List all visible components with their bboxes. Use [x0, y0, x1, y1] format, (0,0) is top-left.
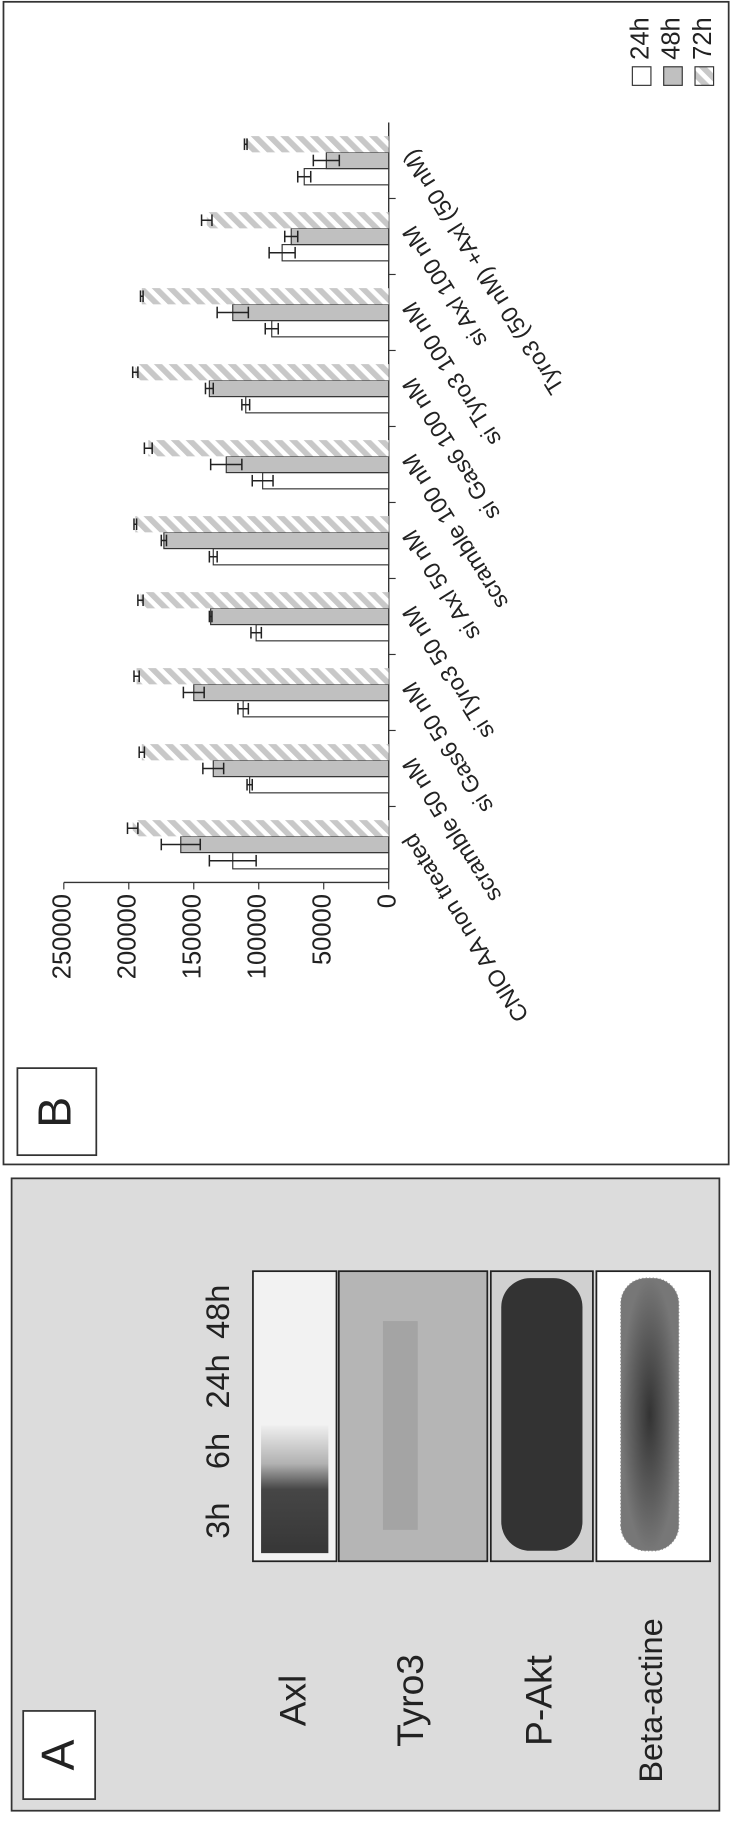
lane-label: 6h	[200, 1433, 236, 1469]
panel-label-box	[22, 1710, 97, 1800]
error-bar	[143, 442, 153, 455]
error-bar	[138, 746, 146, 759]
bar	[180, 835, 390, 854]
y-tick-label: 200000	[114, 894, 142, 979]
legend-swatch	[631, 66, 652, 86]
bar	[140, 592, 389, 609]
error-bar	[296, 170, 312, 183]
bar	[208, 379, 390, 398]
y-tick-label: 150000	[179, 894, 207, 979]
y-tick-label: 100000	[243, 894, 271, 979]
error-bar	[200, 214, 213, 227]
error-bar	[139, 290, 144, 303]
bar	[245, 136, 389, 153]
bar	[136, 668, 389, 685]
error-bar	[133, 518, 138, 531]
bar	[135, 364, 389, 381]
error-bar	[283, 230, 299, 243]
panel-label-box	[16, 1067, 98, 1157]
error-bar	[182, 686, 205, 699]
blots	[252, 1270, 711, 1563]
blot-band	[501, 1278, 583, 1551]
y-tick-label: 0	[373, 894, 401, 908]
bar	[225, 455, 390, 474]
error-bar	[241, 398, 251, 411]
error-bar	[216, 306, 250, 319]
bar	[232, 303, 390, 322]
blot-band	[261, 1425, 329, 1554]
error-bar	[137, 594, 144, 607]
error-bar	[268, 246, 296, 259]
bar	[242, 700, 390, 718]
bar	[193, 683, 390, 702]
error-bar	[208, 550, 218, 563]
bar	[262, 472, 390, 490]
legend-swatch	[663, 66, 683, 86]
error-bar	[246, 778, 254, 791]
row-label: Beta-actine	[633, 1618, 669, 1782]
legend-swatch	[694, 66, 715, 86]
bar	[245, 396, 390, 414]
bar	[281, 244, 390, 262]
error-bar	[243, 138, 248, 151]
error-bar	[160, 534, 168, 547]
error-bar	[250, 626, 263, 639]
legend-label: 24h	[626, 17, 654, 60]
error-bar	[264, 322, 279, 335]
bar	[303, 168, 390, 186]
bar	[141, 744, 389, 761]
bar	[290, 227, 390, 246]
error-bar	[160, 838, 202, 851]
bar	[212, 759, 390, 778]
row-label: Axl	[272, 1675, 314, 1727]
row-label: P-Akt	[518, 1654, 560, 1745]
row-label: Tyro3	[389, 1654, 431, 1747]
blot-band	[620, 1277, 680, 1552]
panel-a-labels: 3h 6h 24h 48h Axl Tyro3 P-Akt Beta-actine	[200, 1285, 669, 1783]
lane-label: 24h	[200, 1354, 236, 1408]
bar	[148, 440, 389, 457]
bar	[135, 516, 389, 533]
panel-label: B	[28, 1097, 80, 1128]
bar	[163, 531, 390, 550]
error-bar	[208, 610, 213, 623]
bar	[271, 320, 390, 338]
bar	[249, 776, 390, 794]
error-bar	[131, 366, 139, 379]
legend-label: 72h	[689, 17, 717, 60]
error-bar	[126, 822, 139, 835]
error-bar	[204, 382, 215, 395]
error-bar	[202, 762, 225, 775]
y-tick-label: 50000	[308, 894, 336, 965]
bar	[212, 548, 390, 566]
error-bar	[133, 670, 140, 683]
panel-label: A	[32, 1739, 84, 1770]
error-bar	[209, 458, 243, 471]
bar	[132, 820, 389, 837]
error-bar	[237, 702, 250, 715]
error-bar	[208, 854, 257, 867]
y-tick-label: 250000	[49, 894, 77, 979]
lane-label: 3h	[200, 1503, 236, 1539]
bar	[210, 607, 390, 626]
bar	[141, 288, 389, 305]
blot-band	[382, 1321, 418, 1530]
error-bar	[251, 474, 274, 487]
bar	[206, 212, 389, 229]
legend-label: 48h	[658, 17, 686, 60]
lane-label: 48h	[200, 1285, 236, 1339]
error-bar	[312, 154, 341, 167]
bar	[255, 624, 390, 642]
